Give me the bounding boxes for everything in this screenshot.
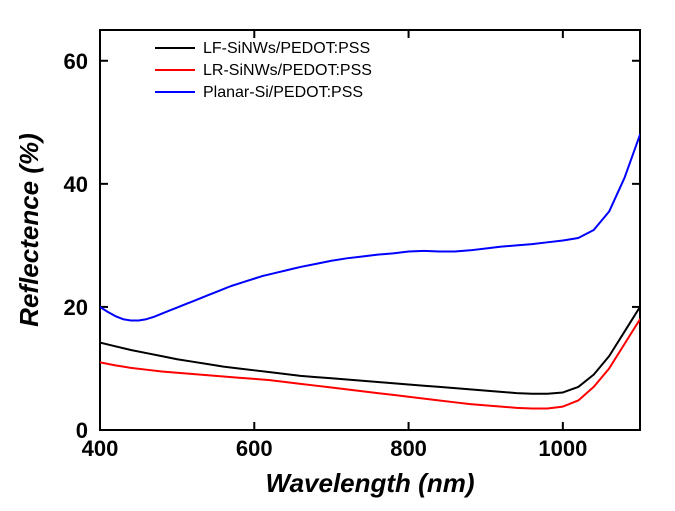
chart-svg: 40060080010000204060Wavelength (nm)Refle… xyxy=(0,0,675,511)
y-tick-label: 60 xyxy=(64,49,88,74)
legend-label: LR-SiNWs/PEDOT:PSS xyxy=(203,62,372,79)
x-tick-label: 800 xyxy=(390,436,427,461)
series-line xyxy=(100,307,640,394)
x-tick-label: 1000 xyxy=(538,436,587,461)
series-line xyxy=(100,135,640,321)
plot-border xyxy=(100,30,640,430)
y-axis-label: Reflectence (%) xyxy=(14,133,44,327)
x-tick-label: 600 xyxy=(236,436,273,461)
x-axis-label: Wavelength (nm) xyxy=(266,468,475,498)
y-tick-label: 0 xyxy=(76,418,88,443)
series-group xyxy=(100,135,640,409)
series-line xyxy=(100,319,640,408)
legend-label: Planar-Si/PEDOT:PSS xyxy=(203,84,363,101)
y-tick-label: 20 xyxy=(64,295,88,320)
reflectance-chart: 40060080010000204060Wavelength (nm)Refle… xyxy=(0,0,675,511)
legend-label: LF-SiNWs/PEDOT:PSS xyxy=(203,40,370,57)
y-tick-label: 40 xyxy=(64,172,88,197)
